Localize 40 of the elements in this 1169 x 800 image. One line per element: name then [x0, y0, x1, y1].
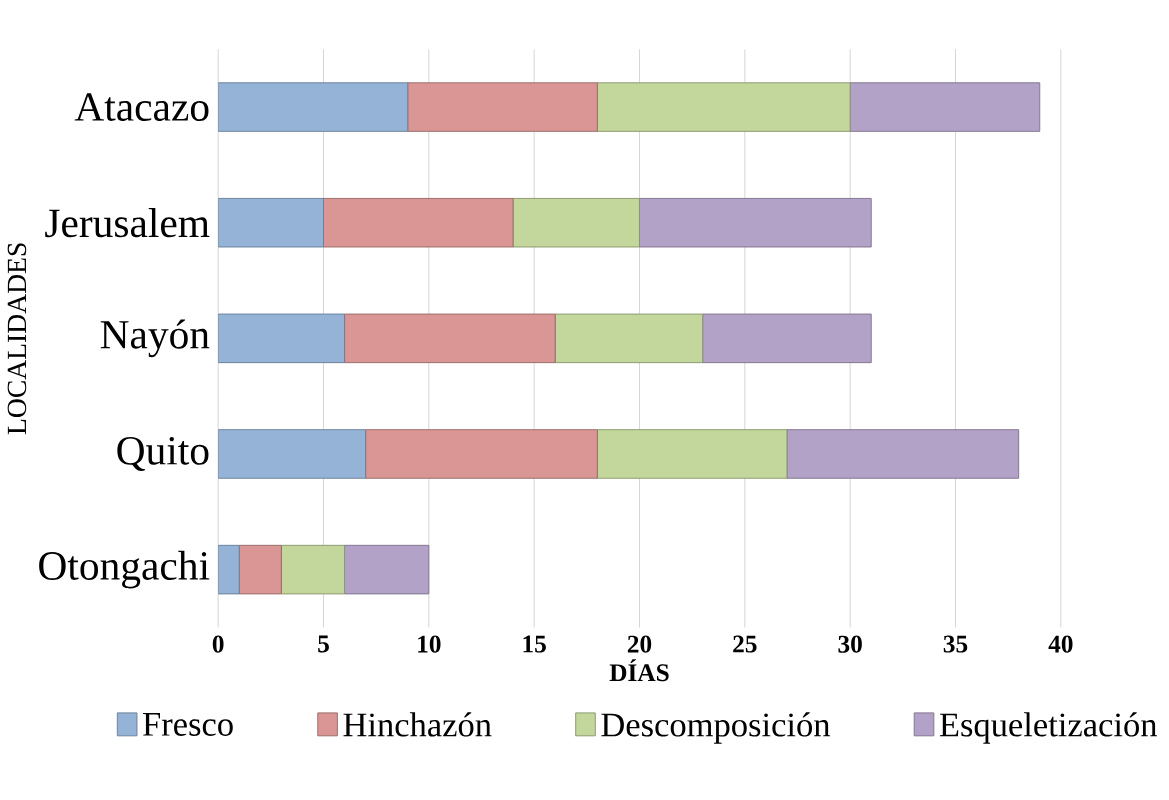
bar — [512, 197, 640, 248]
legend-label: Esqueletización — [939, 712, 1158, 744]
x-tick-label: 35 — [943, 635, 968, 653]
x-tick-label: 30 — [838, 635, 862, 653]
bar — [344, 544, 430, 595]
bar — [323, 197, 514, 248]
bar — [218, 313, 346, 363]
y-tick-label: Atacazo — [74, 92, 209, 121]
legend-label: Descomposición — [601, 712, 831, 744]
y-axis-title: LOCALIDADES — [7, 243, 27, 434]
y-tick-label: Otongachi — [39, 550, 210, 589]
x-tick-label: 5 — [318, 635, 329, 653]
legend-label: Fresco — [143, 712, 233, 736]
bar — [596, 429, 788, 479]
bar — [218, 544, 240, 595]
bar — [849, 82, 1041, 132]
x-tick-label: 15 — [523, 635, 546, 653]
x-tick-label: 0 — [212, 635, 224, 653]
bar — [407, 82, 598, 132]
x-tick-label: 25 — [733, 635, 757, 653]
x-axis-title: DÍAS — [609, 659, 669, 681]
bar — [365, 429, 598, 479]
bar — [596, 82, 851, 132]
y-tick-label: Nayón — [100, 319, 210, 357]
bar — [218, 197, 324, 248]
y-tick-label: Jerusalem — [45, 207, 210, 238]
x-tick-label: 40 — [1048, 635, 1073, 653]
y-tick-label: Quito — [117, 436, 209, 471]
bar — [639, 197, 872, 248]
bar — [218, 82, 409, 132]
bar — [238, 544, 282, 595]
bar — [344, 313, 556, 363]
x-tick-label: 10 — [418, 635, 441, 653]
legend-label: Hinchazón — [343, 712, 492, 737]
bar — [554, 313, 704, 363]
x-tick-label: 20 — [627, 635, 652, 653]
bar — [702, 313, 872, 363]
bar — [280, 544, 346, 595]
bar — [786, 429, 1020, 479]
bar — [218, 429, 367, 479]
